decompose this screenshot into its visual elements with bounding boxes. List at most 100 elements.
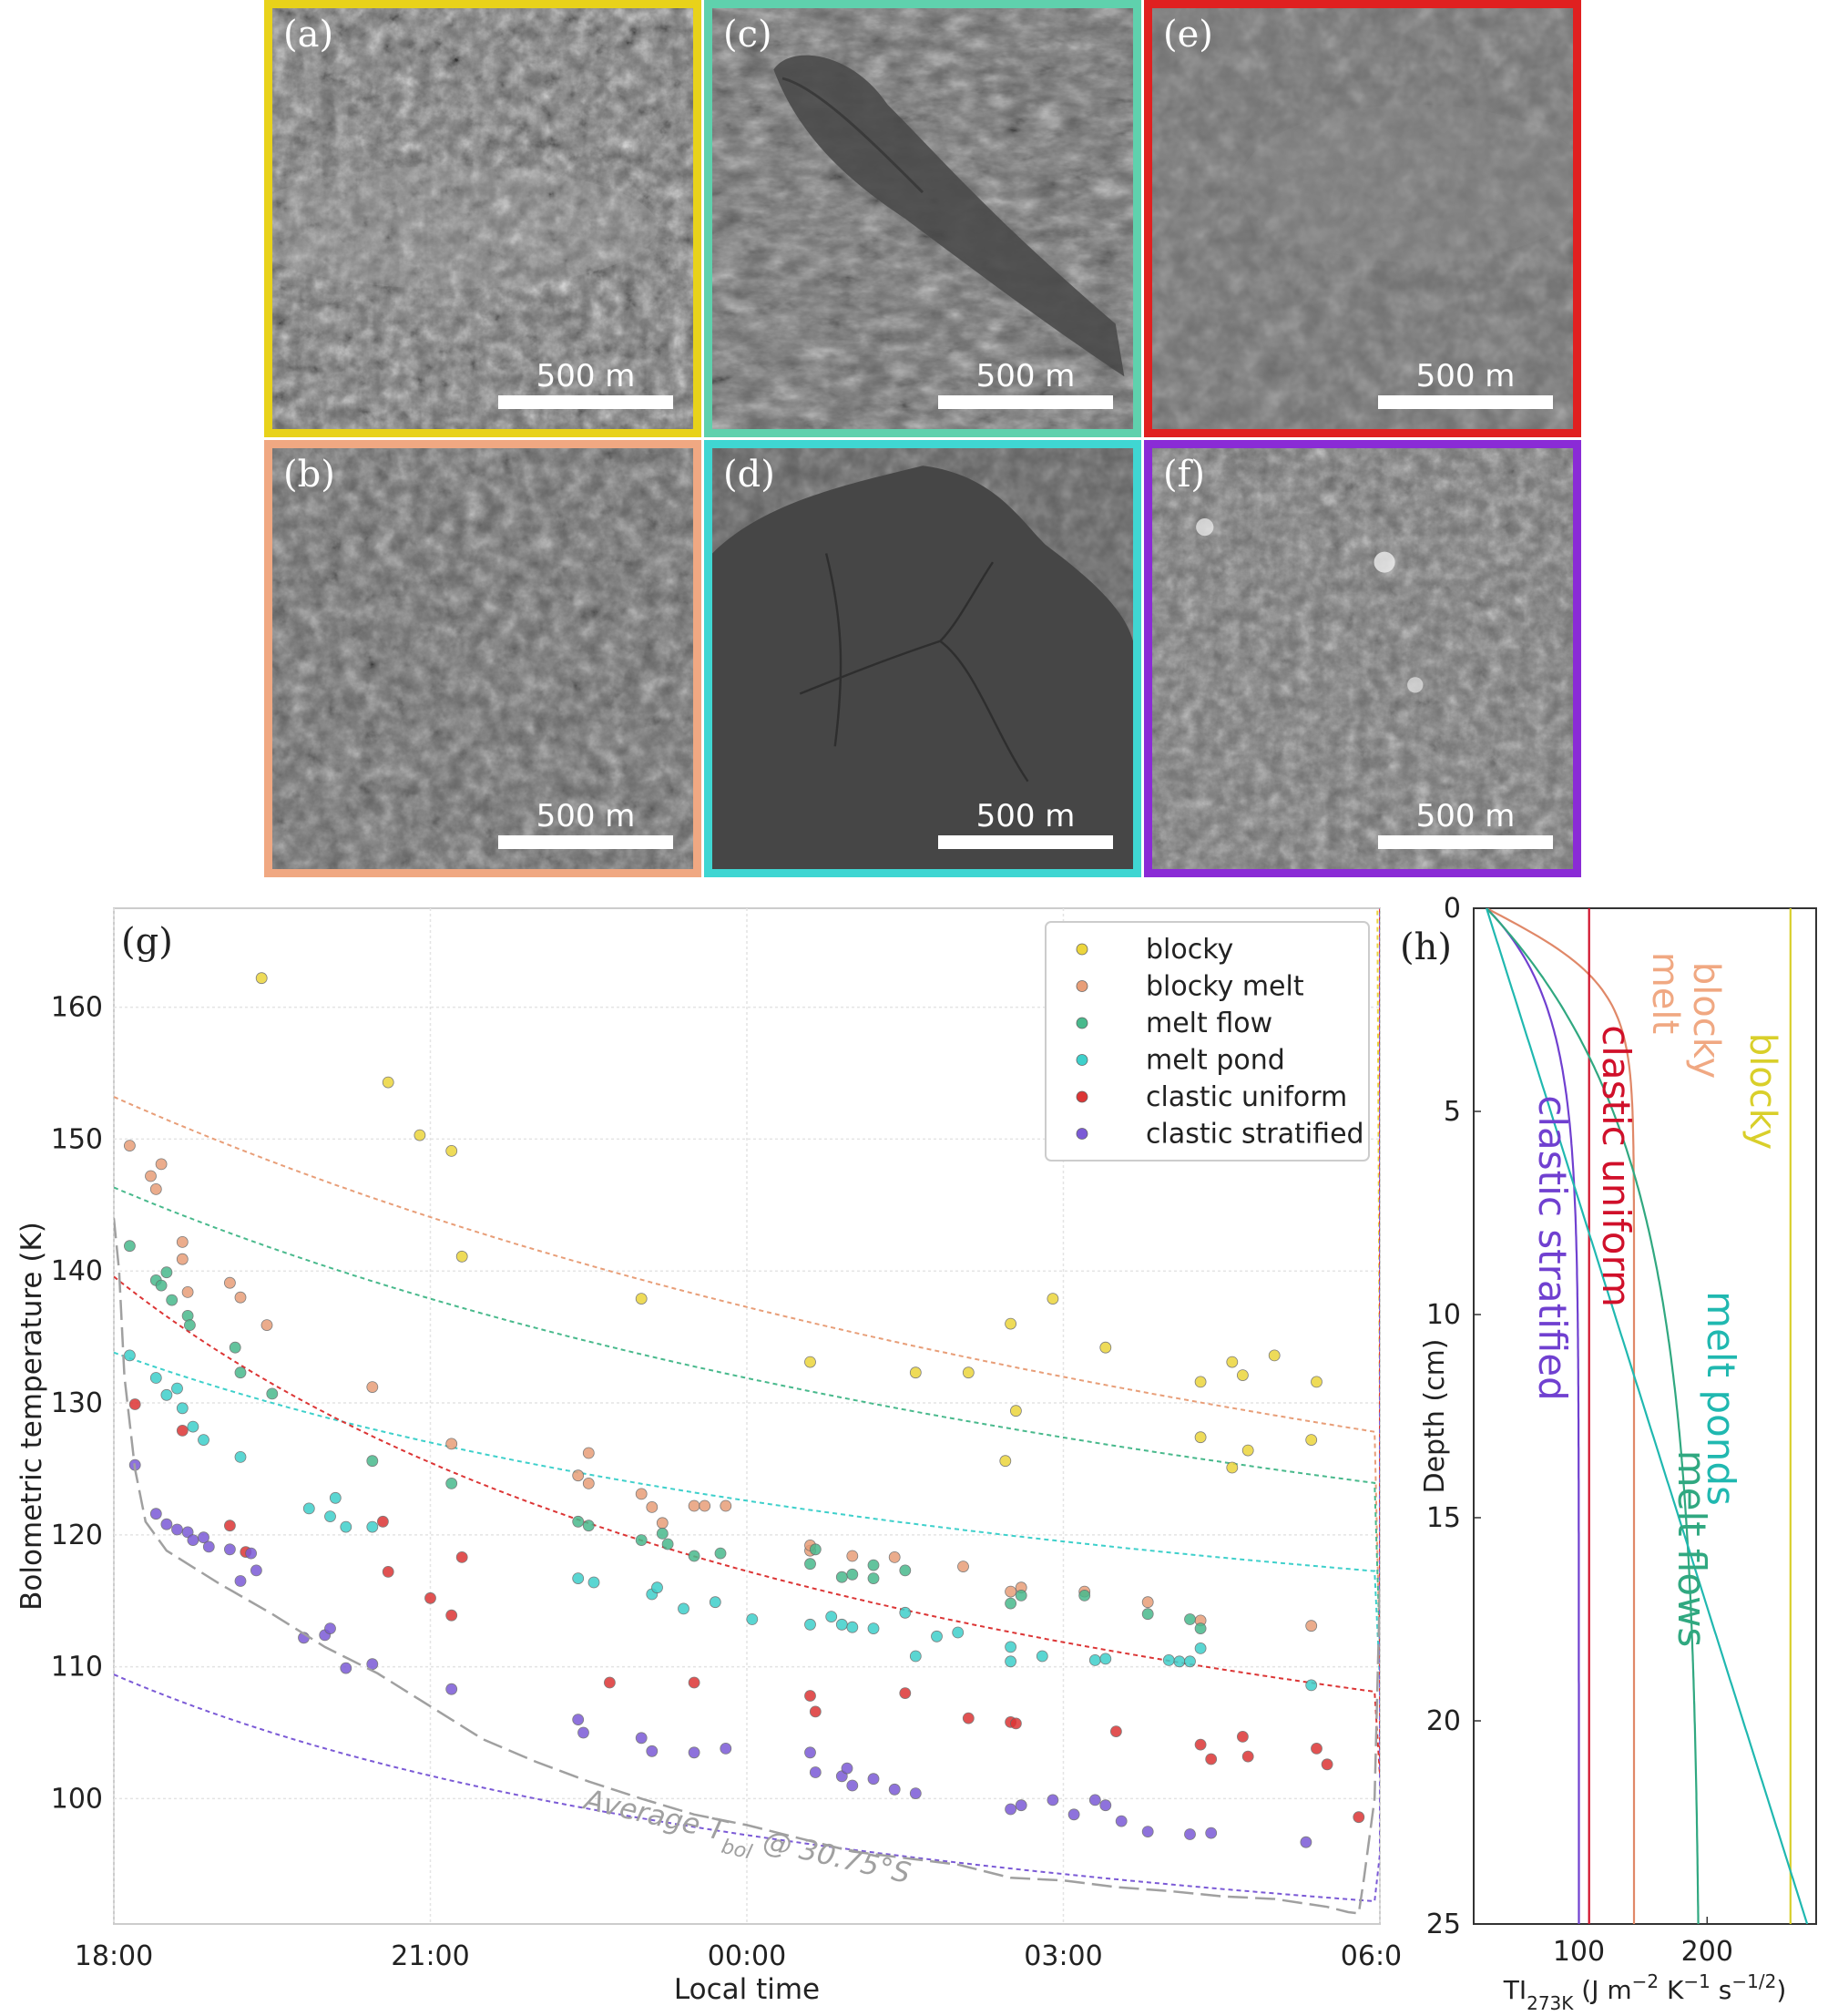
data-point [651,1581,663,1594]
data-point [1005,1585,1016,1598]
data-point [656,1528,669,1540]
data-point [160,1388,173,1401]
data-point [123,1240,136,1253]
y-tick-label: 150 [51,1123,103,1155]
data-point [1162,1654,1175,1666]
data-point [656,1517,669,1530]
data-point [324,1622,336,1634]
legend-label: melt pond [1146,1045,1285,1077]
data-point [176,1425,189,1437]
x-tick-label: 200 [1681,1936,1733,1968]
data-point [1241,1444,1254,1457]
panel-label: (d) [723,454,775,496]
data-point [1300,1836,1312,1848]
y-tick-label: 110 [51,1652,103,1683]
y-tick-label: 5 [1444,1096,1461,1128]
scale-bar-label: 500 m [536,798,636,834]
scale-bar-line [498,835,673,849]
data-point [455,1551,468,1563]
data-point [635,1732,648,1745]
data-point [962,1366,975,1379]
data-point [846,1621,859,1633]
y-tick-label: 10 [1426,1299,1461,1331]
y-tick-label: 100 [51,1783,103,1815]
data-point [340,1662,352,1674]
data-point [846,1568,859,1581]
data-point [1194,1431,1207,1444]
data-point [1194,1376,1207,1388]
ti-profile-line [1486,908,1636,1924]
data-point [899,1606,912,1619]
data-point [255,972,268,985]
data-point [714,1547,727,1560]
lunar-surface-image-blocky-melt [272,448,693,869]
data-point [825,1611,838,1622]
data-point [572,1515,585,1528]
data-point [587,1576,600,1589]
data-point [1194,1642,1207,1654]
data-point [688,1676,700,1689]
scale-bar: 500 m [1378,801,1553,849]
data-point [366,1455,379,1468]
legend-marker [1076,1017,1088,1029]
data-point [1099,1799,1112,1812]
legend-marker [1076,1054,1088,1066]
data-point [329,1491,342,1504]
data-point [366,1381,379,1393]
panel-a: (a) 500 m [264,0,701,437]
data-point [841,1762,853,1775]
panel-label: (b) [283,454,335,496]
scale-bar: 500 m [938,361,1113,409]
fit-curve [114,908,1380,1681]
data-point [867,1622,880,1634]
lunar-surface-image-melt-flow [712,8,1133,429]
data-point [1311,1743,1322,1755]
curve-label: melt ponds [1699,1291,1743,1506]
data-point [804,1558,816,1571]
legend-marker [1076,980,1088,992]
lunar-surface-image-melt-pond [712,448,1133,869]
data-point [888,1551,901,1563]
y-tick-label: 20 [1426,1705,1461,1737]
data-point [635,1534,648,1546]
data-point [155,1279,168,1292]
data-point [931,1630,943,1642]
fit-curve [114,908,1380,1649]
scale-bar-label: 500 m [1415,358,1516,394]
scale-bar-line [938,835,1113,849]
data-point [809,1766,822,1778]
panel-label: (h) [1400,926,1452,968]
data-point [699,1499,711,1512]
data-point [187,1534,199,1546]
data-point [899,1687,912,1699]
data-point [1311,1376,1322,1388]
ti-profile-line [1486,908,1809,1924]
legend-label: melt flow [1146,1008,1272,1039]
data-point [646,1745,659,1757]
x-tick-label: 21:00 [391,1940,469,1972]
legend-marker [1076,943,1088,956]
data-point [171,1523,183,1536]
scale-bar-label: 500 m [975,358,1076,394]
data-point [688,1746,700,1759]
legend-box [1045,921,1370,1162]
legend-marker [1076,1090,1088,1103]
data-point [234,1575,247,1587]
data-point [1321,1758,1333,1771]
scale-bar: 500 m [1378,361,1553,409]
data-point [1005,1641,1016,1653]
data-point [804,1746,816,1759]
scale-bar: 500 m [498,361,673,409]
curve-label: clastic stratified [1530,1095,1575,1400]
scale-bar: 500 m [498,801,673,849]
data-point [445,1145,458,1157]
data-point [604,1676,616,1689]
data-point [1184,1655,1196,1668]
data-point [445,1438,458,1450]
data-point [1005,1803,1016,1816]
data-point [223,1520,236,1532]
data-point [1067,1808,1080,1821]
data-point [234,1451,247,1463]
average-tbol-curve [114,1218,1380,1915]
x-tick-label: 100 [1553,1936,1605,1968]
